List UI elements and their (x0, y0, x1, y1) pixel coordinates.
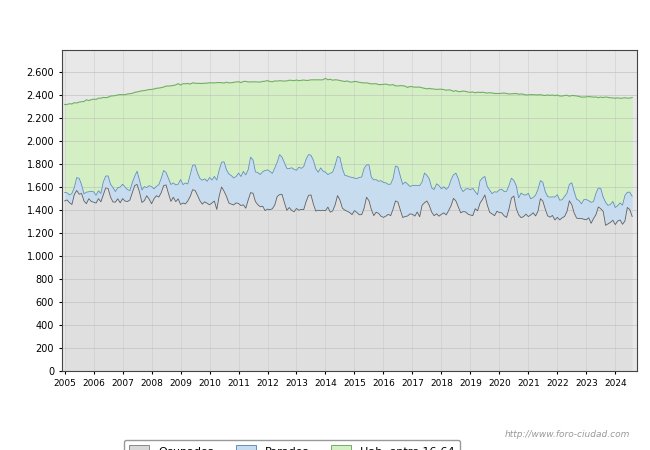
Text: Arjonilla - Evolucion de la poblacion en edad de Trabajar Agosto de 2024: Arjonilla - Evolucion de la poblacion en… (98, 17, 552, 30)
Legend: Ocupados, Parados, Hab. entre 16-64: Ocupados, Parados, Hab. entre 16-64 (124, 440, 460, 450)
Text: http://www.foro-ciudad.com: http://www.foro-ciudad.com (505, 430, 630, 439)
